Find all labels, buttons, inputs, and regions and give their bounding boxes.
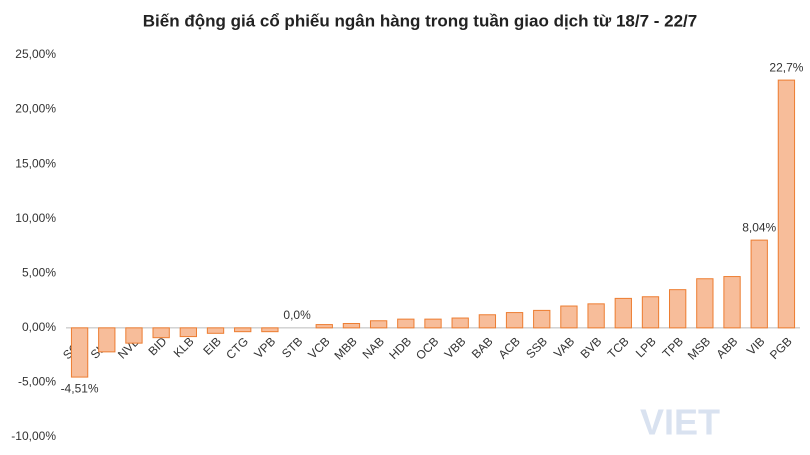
x-tick-label: TPB (660, 334, 686, 360)
y-tick-label: -5,00% (18, 375, 56, 389)
data-label: 0,0% (283, 308, 311, 322)
y-tick-label: 15,00% (15, 156, 56, 170)
bar (777, 79, 796, 329)
bar (424, 318, 442, 329)
x-tick-label: PGB (767, 334, 795, 362)
x-tick-label: ABB (714, 334, 741, 361)
bar (669, 289, 687, 329)
data-label: 22,7% (769, 60, 803, 74)
bar (533, 309, 551, 329)
bar (451, 317, 469, 329)
bar (98, 327, 116, 353)
watermark: VIET (640, 402, 720, 443)
bar (505, 312, 524, 329)
x-tick-label: BVB (578, 334, 605, 361)
bar (315, 324, 333, 329)
x-tick-label: KLB (171, 334, 197, 360)
bar (152, 327, 170, 339)
y-tick-label: 5,00% (22, 265, 56, 279)
x-tick-label: MSB (685, 334, 713, 362)
x-tick-label: VAB (551, 334, 577, 360)
x-tick-label: OCB (413, 334, 441, 362)
bar (614, 297, 632, 329)
bar (696, 278, 714, 329)
bar (70, 327, 89, 378)
bar (261, 327, 279, 333)
x-tick-label: STB (279, 334, 305, 360)
x-tick-label: TCB (605, 334, 632, 361)
x-tick-label: NAB (360, 334, 387, 361)
y-tick-label: 25,00% (15, 47, 56, 61)
x-tick-label: HDB (386, 334, 414, 362)
x-tick-label: SSB (523, 334, 550, 361)
x-tick-label: BAB (469, 334, 496, 361)
bar (234, 327, 252, 333)
bar (750, 239, 768, 329)
y-tick-label: -10,00% (11, 429, 56, 443)
x-tick-label: VIB (744, 334, 768, 358)
x-tick-label: CTG (223, 334, 251, 362)
data-label: -4,51% (61, 381, 99, 395)
bar (641, 296, 660, 329)
bar (560, 305, 578, 329)
bar (369, 320, 388, 329)
x-tick-label: EIB (200, 334, 224, 358)
bar (723, 276, 741, 329)
bar (342, 322, 361, 329)
y-tick-label: 10,00% (15, 211, 56, 225)
x-tick-label: MBB (332, 334, 360, 362)
x-tick-label: VPB (251, 334, 278, 361)
x-tick-label: VCB (305, 334, 332, 361)
x-tick-label: ACB (496, 334, 523, 361)
bar (397, 318, 415, 329)
chart-title: Biến động giá cổ phiếu ngân hàng trong t… (143, 11, 697, 30)
bar (179, 327, 197, 338)
bar (587, 303, 605, 329)
x-tick-label: VBB (442, 334, 469, 361)
x-tick-label: LPB (633, 334, 659, 360)
data-label: 8,04% (742, 220, 776, 234)
bar (206, 327, 225, 334)
y-tick-label: 20,00% (15, 102, 56, 116)
bar (125, 327, 143, 344)
bar (478, 314, 497, 329)
y-tick-label: 0,00% (22, 320, 56, 334)
